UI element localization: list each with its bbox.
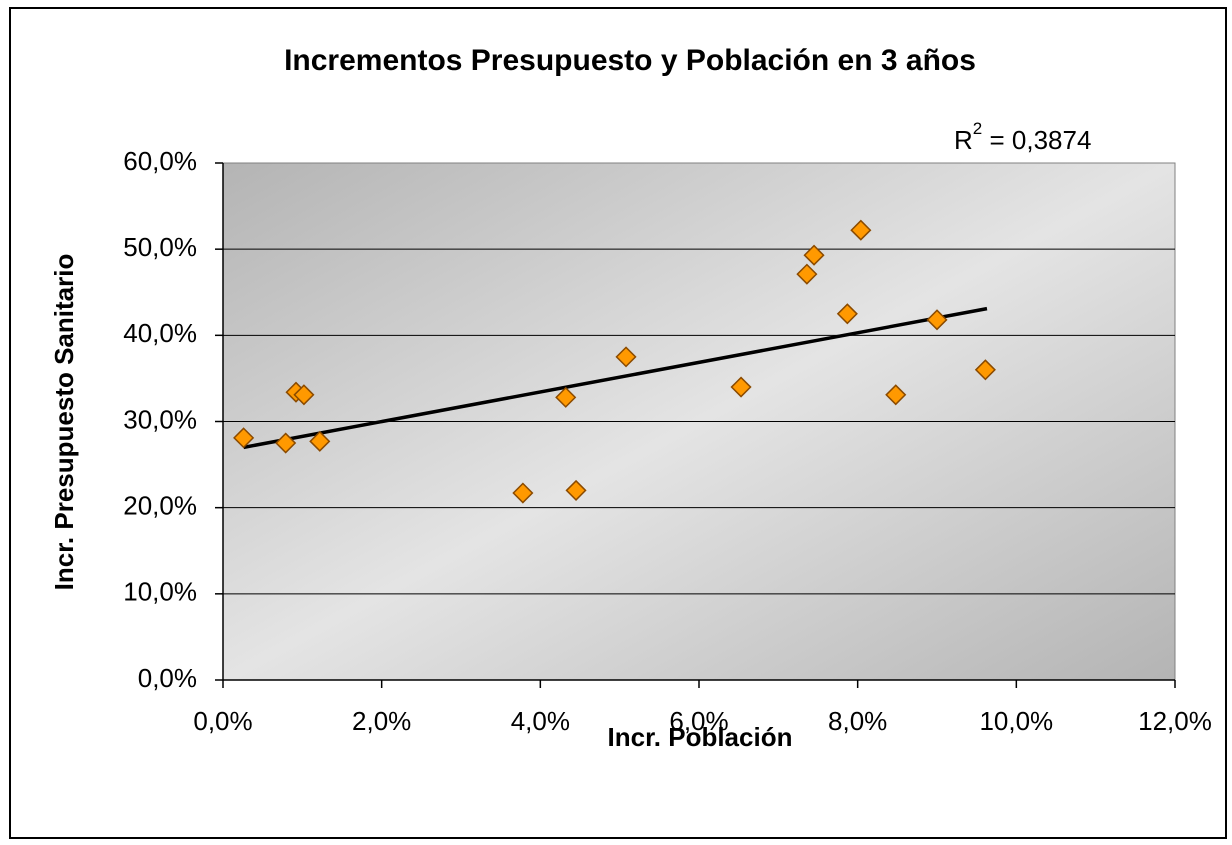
point [233, 427, 255, 449]
y-tick-label: 10,0% [123, 577, 197, 607]
y-tick-label: 60,0% [123, 146, 197, 176]
y-tick-label: 0,0% [138, 663, 197, 693]
r2-base: R [954, 125, 973, 155]
y-tick-label: 20,0% [123, 491, 197, 521]
point [512, 482, 534, 504]
x-tick-label: 8,0% [828, 706, 887, 736]
y-tick-label: 40,0% [123, 318, 197, 348]
y-tick-label: 30,0% [123, 404, 197, 434]
x-tick-label: 4,0% [511, 706, 570, 736]
point [803, 244, 825, 266]
r2-annotation: R2 = 0,3874 [954, 119, 1091, 154]
point [275, 432, 297, 454]
point [615, 346, 637, 368]
chart-title: Incrementos Presupuesto y Población en 3… [284, 44, 976, 77]
x-axis-label: Incr. Población [608, 722, 793, 752]
y-tick-label: 50,0% [123, 232, 197, 262]
point [796, 263, 818, 285]
point [293, 384, 315, 406]
x-tick-label: 0,0% [193, 706, 252, 736]
x-tick-label: 6,0% [669, 706, 728, 736]
point [836, 303, 858, 325]
point [565, 479, 587, 501]
trendline [243, 306, 988, 450]
point [309, 430, 331, 452]
point [926, 309, 948, 331]
point [730, 376, 752, 398]
x-tick-label: 10,0% [979, 706, 1053, 736]
x-tick-label: 2,0% [352, 706, 411, 736]
y-axis-label: Incr. Presupuesto Sanitario [49, 254, 79, 591]
r2-sup: 2 [973, 119, 982, 138]
point [850, 219, 872, 241]
x-tick-label: 12,0% [1138, 706, 1212, 736]
r2-text: = 0,3874 [982, 125, 1091, 155]
point [885, 384, 907, 406]
point [555, 386, 577, 408]
point [974, 359, 996, 381]
